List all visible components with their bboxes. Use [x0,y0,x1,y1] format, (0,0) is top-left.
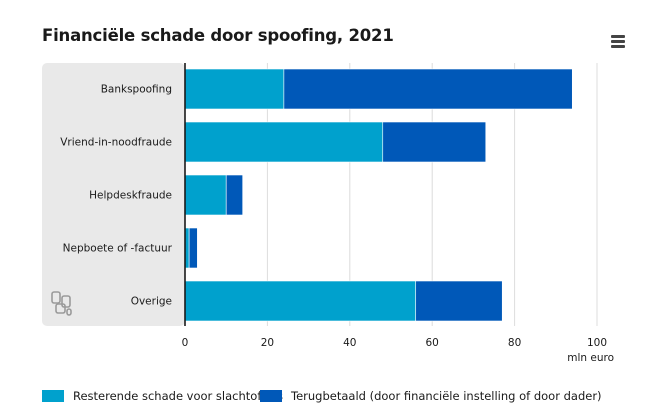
cbs-logo-icon [51,291,72,316]
category-label-nepboete-of-factuur: Nepboete of -factuur [63,243,173,255]
cbs-logo-shape [61,295,71,308]
x-tick-label: 0 [182,337,189,349]
x-tick-label: 80 [508,337,521,349]
legend-swatch-resterend [42,390,64,402]
legend-label-resterend: Resterende schade voor slachtoffers [73,389,284,403]
hamburger-menu-icon[interactable] [611,35,625,48]
x-tick-label: 20 [261,337,274,349]
cbs-logo-shape [66,308,72,316]
bar-overige-resterend[interactable] [184,280,417,322]
bar-nepboete-of-factuur-terugbetaald[interactable] [188,227,198,269]
legend-swatch-terugbetaald [260,390,282,402]
x-tick-label: 60 [426,337,439,349]
bar-bankspoofing-terugbetaald[interactable] [283,68,573,110]
x-tick-label: 100 [587,337,607,349]
category-label-overige: Overige [131,296,172,308]
legend-label-terugbetaald: Terugbetaald (door financiële instelling… [291,389,602,403]
x-tick-label: 40 [343,337,356,349]
legend-item-resterend[interactable]: Resterende schade voor slachtoffers [42,389,283,403]
category-panel [42,63,185,326]
category-label-helpdeskfraude: Helpdeskfraude [89,190,172,202]
x-axis-label: mln euro [567,352,614,364]
cbs-logo-shape [51,291,61,304]
bar-bankspoofing-resterend[interactable] [184,68,285,110]
category-label-vriend-in-noodfraude: Vriend-in-noodfraude [60,137,172,149]
bar-vriend-in-noodfraude-terugbetaald[interactable] [382,121,487,163]
bar-overige-terugbetaald[interactable] [415,280,503,322]
category-label-bankspoofing: Bankspoofing [101,84,172,96]
bar-helpdeskfraude-terugbetaald[interactable] [225,174,243,216]
bar-helpdeskfraude-resterend[interactable] [184,174,227,216]
chart-title: Financiële schade door spoofing, 2021 [42,26,394,45]
legend-item-terugbetaald[interactable]: Terugbetaald (door financiële instelling… [260,389,602,403]
cbs-logo-shape [55,303,66,314]
bar-vriend-in-noodfraude-resterend[interactable] [184,121,384,163]
